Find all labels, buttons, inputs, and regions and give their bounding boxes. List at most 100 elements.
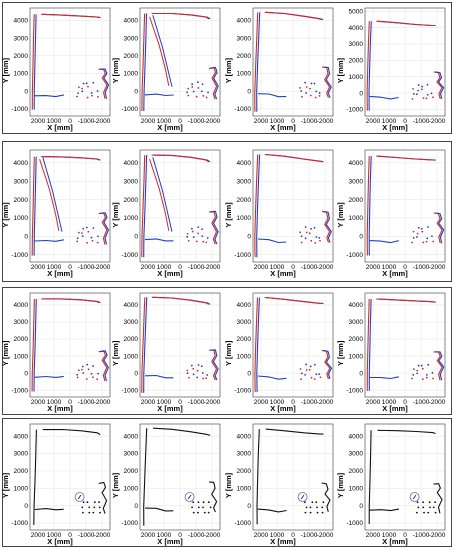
- scatter-point: [422, 97, 425, 100]
- x-tick-label: 1000: [382, 399, 397, 406]
- scatter-point: [416, 511, 418, 514]
- scatter-point: [421, 85, 424, 88]
- bottom-left-blue: [369, 95, 399, 100]
- scatter-point: [191, 230, 194, 233]
- scatter-point: [192, 90, 195, 93]
- scatter-point: [417, 364, 420, 367]
- x-tick-label: -1000: [78, 118, 95, 125]
- scatter-point: [411, 98, 414, 100]
- x-tick-label: -2000: [94, 264, 111, 271]
- scatter-point: [309, 94, 312, 97]
- panel-1-1: 2000 1000 0 -1000 -2000-10000100020003000400…: [1, 7, 111, 132]
- scatter-point: [197, 506, 200, 509]
- scatter-point: [420, 88, 423, 91]
- panel-3-2: 2000 1000 0 -1000 -2000-10000100020003000400…: [111, 292, 221, 413]
- y-tick-label: 2000: [349, 336, 364, 343]
- scatter-point: [206, 237, 209, 239]
- y-tick-label: -1000: [346, 107, 363, 114]
- left-wall-red: [254, 297, 259, 393]
- left-wall-blue: [368, 298, 372, 391]
- scatter-point: [318, 94, 321, 97]
- y-tick-label: 4000: [14, 433, 29, 440]
- y-tick-label: 1000: [14, 353, 29, 360]
- scatter-point: [432, 240, 435, 243]
- scatter-point: [82, 501, 85, 504]
- x-tick-label: 2000: [366, 264, 381, 271]
- x-axis-label: X [mm]: [157, 537, 183, 546]
- y-tick-label: 2000: [14, 197, 29, 204]
- bottom-left-blue: [34, 239, 65, 242]
- scatter-point: [92, 227, 95, 229]
- bottom-left-black: [34, 508, 64, 511]
- scatter-point: [304, 81, 307, 84]
- plot-frame: [364, 423, 446, 531]
- scatter-point: [425, 97, 428, 100]
- top-wall-red: [376, 298, 435, 303]
- x-tick-label: 2000: [366, 399, 381, 406]
- x-tick-label: -2000: [429, 399, 446, 406]
- bottom-left-blue: [258, 93, 287, 98]
- x-tick-label: 1000: [47, 532, 62, 539]
- scatter-point: [190, 364, 193, 367]
- scatter-point: [90, 92, 93, 94]
- robot-circle: [409, 492, 420, 502]
- left-wall-blue: [33, 156, 37, 256]
- panel-3-4: 2000 1000 0 -1000 -2000-10000100020003000400…: [336, 292, 446, 413]
- scatter-point: [411, 241, 414, 244]
- y-tick-label: 1000: [237, 71, 252, 78]
- top-wall-red: [151, 296, 210, 305]
- scatter-point: [81, 87, 84, 90]
- scatter-point: [412, 368, 415, 370]
- scatter-point: [81, 90, 84, 93]
- y-tick-label: 3000: [124, 35, 139, 42]
- x-axis-label: X [mm]: [270, 404, 296, 413]
- scatter-point: [207, 91, 209, 94]
- scatter-point: [203, 511, 206, 514]
- scatter-point: [304, 373, 307, 376]
- x-tick-label: 1000: [47, 264, 62, 271]
- scatter-point: [309, 511, 312, 514]
- x-tick-label: -1000: [301, 532, 318, 539]
- y-tick-label: 0: [24, 503, 28, 510]
- y-tick-label: 0: [359, 503, 363, 510]
- scatter-point: [416, 372, 419, 375]
- plot-frame: [252, 423, 334, 531]
- y-tick-label: 1000: [124, 353, 139, 360]
- scatter-point: [91, 239, 94, 242]
- y-tick-label: 4000: [14, 18, 29, 25]
- scatter-point: [186, 232, 189, 235]
- plot-frame: [364, 292, 446, 398]
- scatter-point: [313, 363, 316, 366]
- y-tick-label: 1000: [349, 485, 364, 492]
- scatter-point: [98, 506, 101, 509]
- y-tick-label: 2000: [124, 468, 139, 475]
- x-tick-label: 0: [403, 264, 407, 271]
- scatter-point: [82, 511, 84, 514]
- scatter-point: [412, 236, 415, 239]
- y-tick-label: 3000: [124, 178, 139, 185]
- scatter-point: [321, 511, 324, 514]
- scatter-point: [90, 236, 93, 239]
- y-axis-label: Y [mm]: [336, 202, 345, 228]
- x-tick-label: -1000: [301, 118, 318, 125]
- y-tick-label: 4000: [124, 160, 139, 167]
- scatter-point: [300, 90, 303, 92]
- scatter-point: [87, 368, 90, 371]
- y-tick-label: 3000: [349, 451, 364, 458]
- scatter-point: [197, 364, 200, 366]
- x-tick-label: 1000: [270, 118, 285, 125]
- scatter-point: [201, 372, 204, 374]
- scatter-point: [195, 240, 198, 243]
- scatter-point: [305, 506, 308, 509]
- y-tick-label: 0: [134, 503, 138, 510]
- scatter-point: [202, 95, 205, 97]
- left-wall-black: [33, 429, 37, 525]
- scatter-point: [77, 92, 79, 95]
- x-tick-label: 2000: [31, 399, 46, 406]
- x-tick-label: 2000: [254, 264, 269, 271]
- scatter-point: [427, 511, 430, 514]
- bottom-left-blue: [369, 376, 400, 380]
- right-segment-blue: [435, 212, 445, 244]
- y-axis-label: Y [mm]: [111, 340, 120, 366]
- scatter-point: [90, 372, 93, 375]
